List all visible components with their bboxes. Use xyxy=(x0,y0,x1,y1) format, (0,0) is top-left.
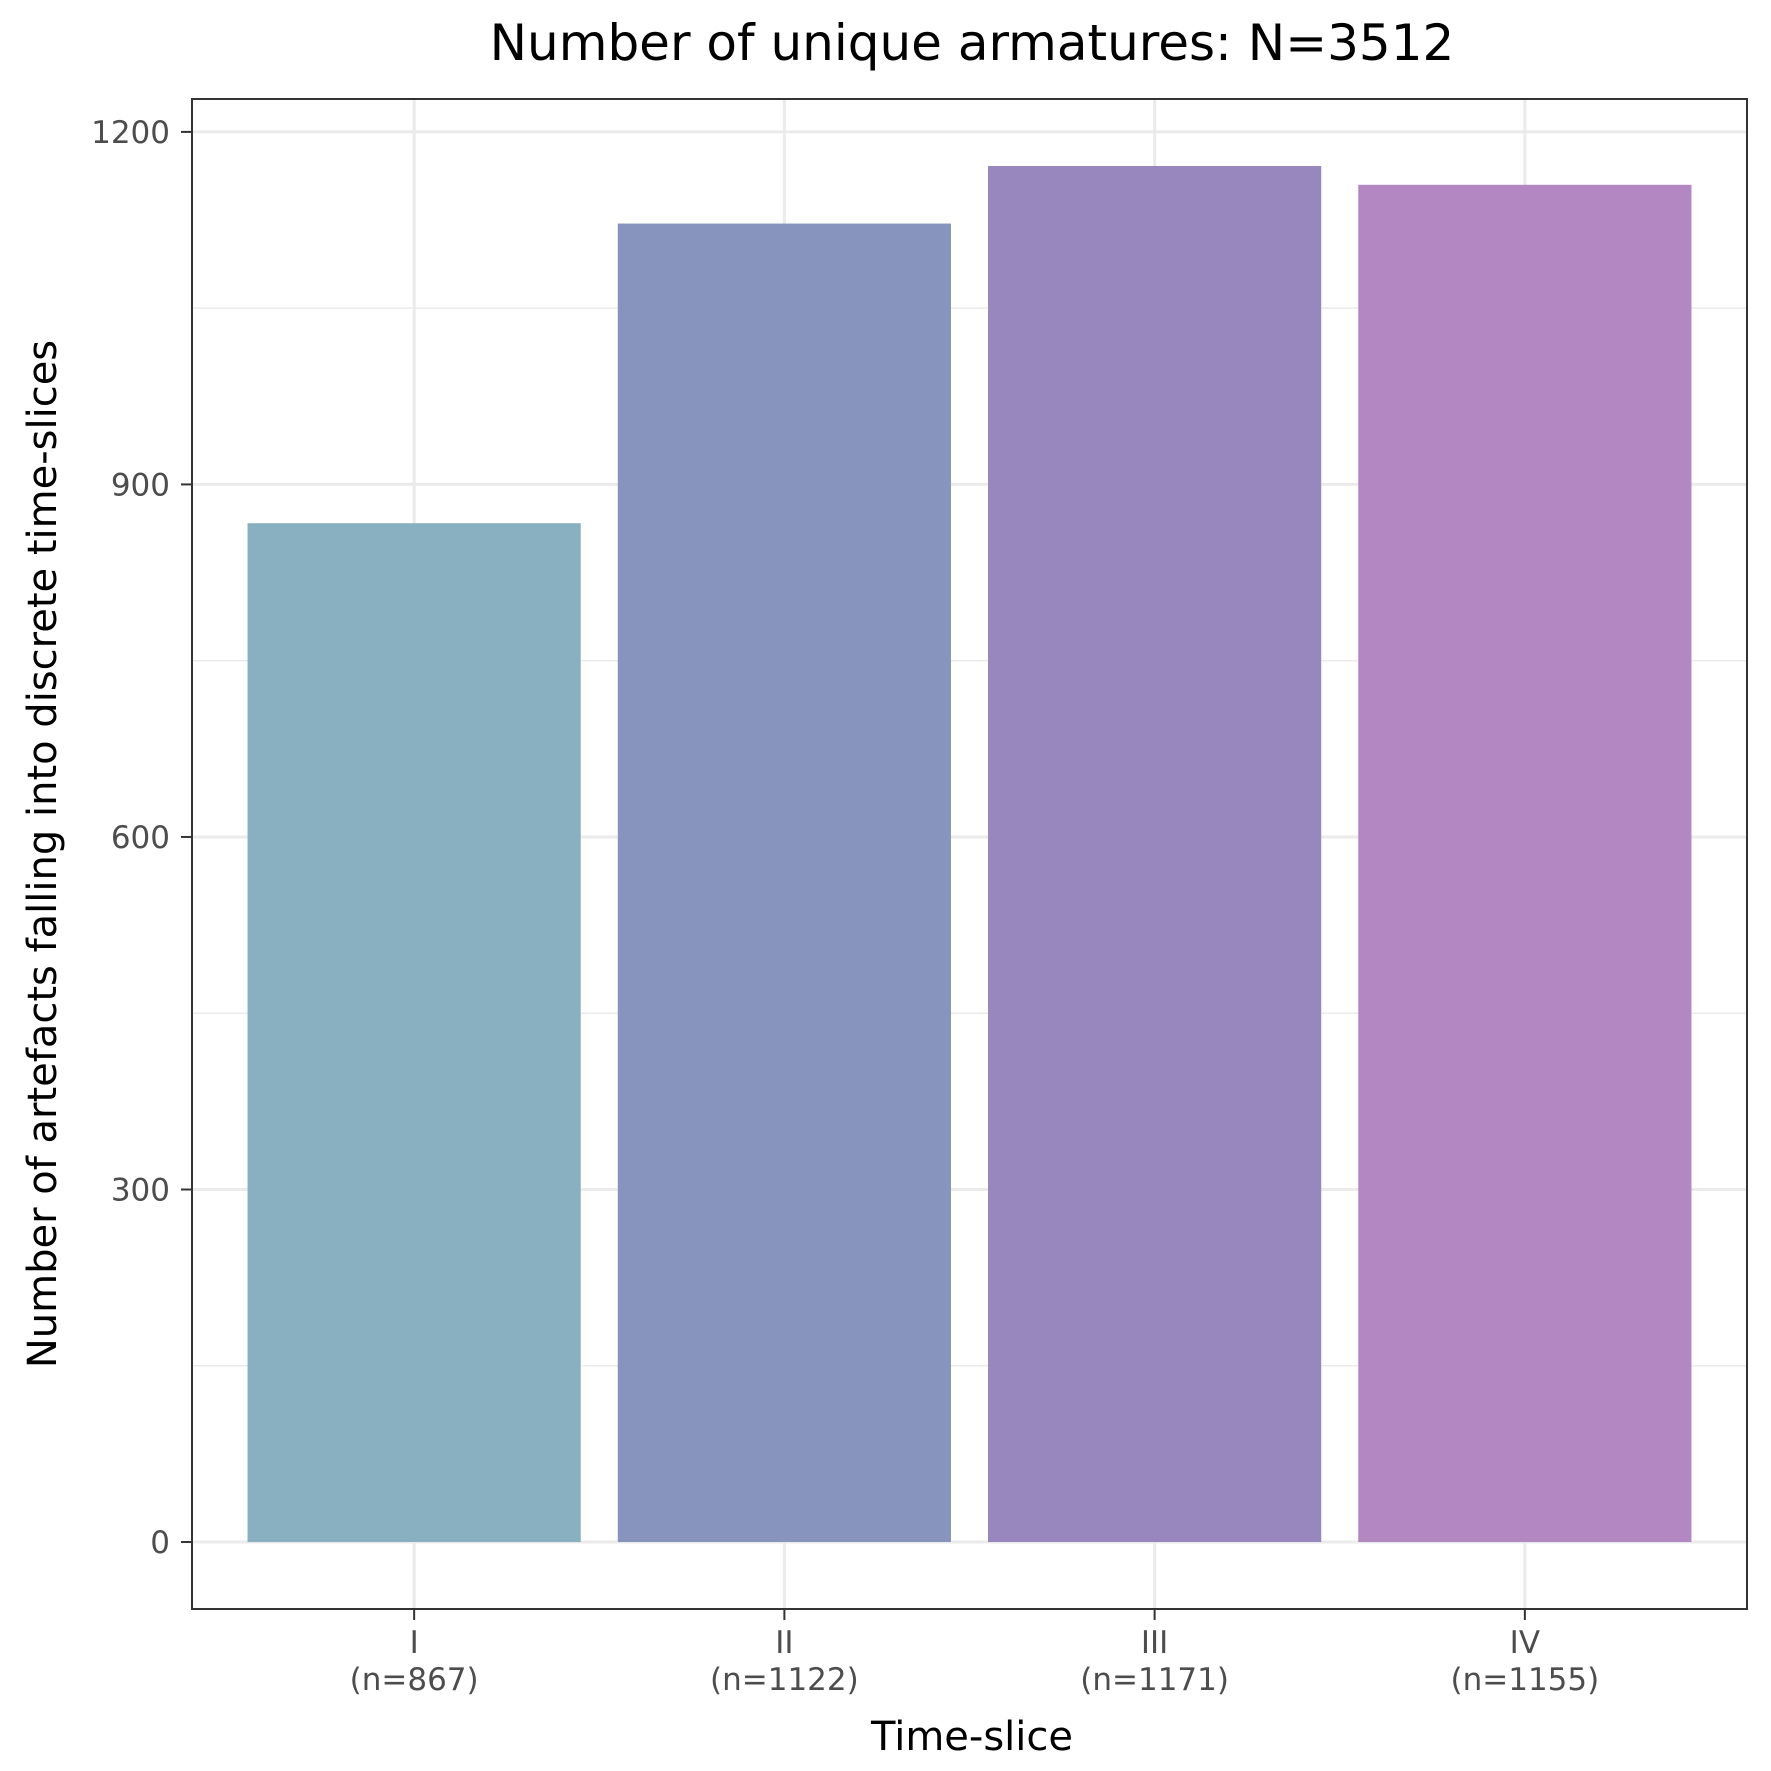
axes: 03006009001200I(n=867)II(n=1122)III(n=11… xyxy=(91,115,1599,1698)
bar-IV xyxy=(1358,184,1692,1543)
bar-III xyxy=(988,165,1322,1543)
x-tick-label: I xyxy=(410,1625,419,1661)
x-tick-label: II xyxy=(775,1625,793,1661)
chart-title: Number of unique armatures: N=3512 xyxy=(490,14,1455,72)
x-axis-title: Time-slice xyxy=(870,1714,1073,1760)
bar-I xyxy=(247,523,581,1543)
y-tick-label: 1200 xyxy=(91,115,170,151)
bars xyxy=(247,165,1692,1543)
y-tick-label: 300 xyxy=(111,1172,170,1208)
x-tick-sublabel: (n=867) xyxy=(350,1662,479,1698)
plot-panel-border xyxy=(191,98,1748,1610)
x-tick-label: III xyxy=(1141,1625,1168,1661)
x-tick-label: IV xyxy=(1510,1625,1540,1661)
y-tick-label: 600 xyxy=(111,820,170,856)
y-axis-title: Number of artefacts falling into discret… xyxy=(20,340,66,1368)
x-tick-sublabel: (n=1122) xyxy=(710,1662,859,1698)
x-tick-sublabel: (n=1155) xyxy=(1451,1662,1600,1698)
y-tick-label: 900 xyxy=(111,467,170,503)
y-tick-label: 0 xyxy=(150,1525,170,1561)
x-tick-sublabel: (n=1171) xyxy=(1080,1662,1229,1698)
bar-II xyxy=(617,223,951,1543)
